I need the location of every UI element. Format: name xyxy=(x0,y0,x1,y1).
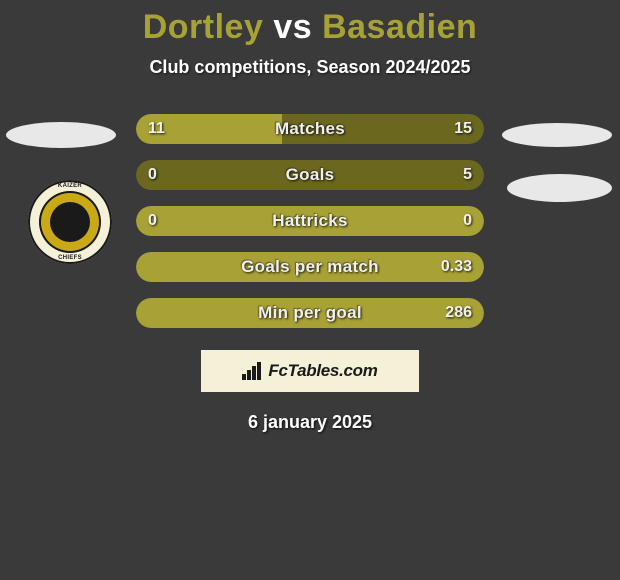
stat-label: Goals per match xyxy=(241,257,379,277)
stat-bar: 0 5 Goals xyxy=(136,160,484,190)
stat-value-right: 5 xyxy=(463,166,472,184)
title-player1: Dortley xyxy=(143,8,264,46)
stat-value-left: 0 xyxy=(148,212,157,230)
avatar-placeholder-right xyxy=(502,123,612,147)
club-crest-left: KAIZER CHIEFS xyxy=(28,180,112,264)
crest-text-bottom: CHIEFS xyxy=(58,255,82,261)
crest-head-icon xyxy=(50,202,90,242)
crest-text-top: KAIZER xyxy=(58,183,82,189)
brand-box: FcTables.com xyxy=(201,350,419,392)
stat-value-left: 0 xyxy=(148,166,157,184)
page-title: Dortley vs Basadien xyxy=(0,8,620,47)
subtitle: Club competitions, Season 2024/2025 xyxy=(0,57,620,78)
date-text: 6 january 2025 xyxy=(0,412,620,433)
avatar-placeholder-left xyxy=(6,122,116,148)
stat-label: Goals xyxy=(286,165,335,185)
stat-label: Matches xyxy=(275,119,345,139)
club-placeholder-right xyxy=(507,174,612,202)
stat-bar: 11 15 Matches xyxy=(136,114,484,144)
title-player2: Basadien xyxy=(322,8,477,46)
stats-bars: 11 15 Matches 0 5 Goals 0 0 Hattricks 0.33 Goals p… xyxy=(136,114,484,328)
stat-bar: 0 0 Hattricks xyxy=(136,206,484,236)
brand-text: FcTables.com xyxy=(268,361,377,381)
stat-bar: 0.33 Goals per match xyxy=(136,252,484,282)
stat-bar: 286 Min per goal xyxy=(136,298,484,328)
stat-value-right: 0.33 xyxy=(441,258,472,276)
title-vs: vs xyxy=(273,8,312,46)
stat-value-right: 15 xyxy=(454,120,472,138)
stat-value-right: 286 xyxy=(445,304,472,322)
comparison-card: Dortley vs Basadien Club competitions, S… xyxy=(0,0,620,433)
stat-value-right: 0 xyxy=(463,212,472,230)
stat-value-left: 11 xyxy=(148,120,165,138)
stat-label: Hattricks xyxy=(272,211,347,231)
stat-label: Min per goal xyxy=(258,303,362,323)
crest-inner: KAIZER CHIEFS xyxy=(39,191,101,253)
bar-chart-icon xyxy=(242,362,264,380)
